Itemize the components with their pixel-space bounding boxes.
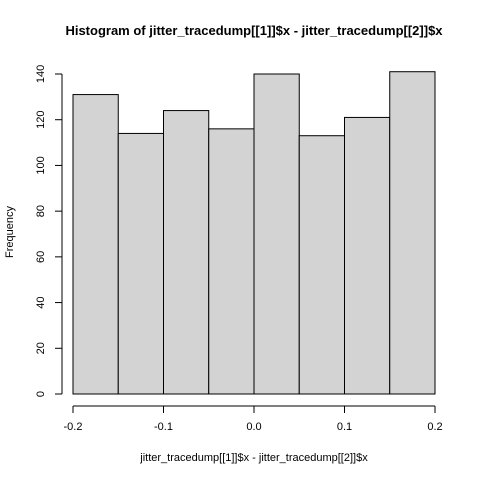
- histogram-bar-2: [117, 132, 164, 395]
- chart-title: Histogram of jitter_tracedump[[1]]$x - j…: [65, 23, 443, 38]
- y-tick-label: 60: [35, 251, 47, 263]
- histogram-bar-8: [389, 71, 436, 395]
- histogram-bars: [72, 71, 436, 395]
- x-tick-label: -0.1: [154, 421, 173, 433]
- y-tick-label: 100: [35, 156, 47, 174]
- y-axis-label: Frequency: [4, 206, 16, 258]
- x-tick-label: -0.2: [64, 421, 83, 433]
- histogram-bar-1: [72, 94, 119, 395]
- y-tick-label: 40: [35, 296, 47, 308]
- x-tick-label: 0.0: [246, 421, 261, 433]
- histogram-bar-3: [163, 110, 210, 395]
- x-axis: -0.2 -0.1 0.0 0.1 0.2: [64, 405, 443, 433]
- y-tick-label: 140: [35, 65, 47, 83]
- histogram-bar-6: [298, 135, 345, 395]
- y-axis: 0 20 40 60 80 100 120 140: [35, 65, 63, 397]
- x-tick-label: 0.2: [427, 421, 442, 433]
- x-tick-label: 0.1: [337, 421, 352, 433]
- y-tick-label: 80: [35, 205, 47, 217]
- histogram-bar-4: [208, 128, 255, 395]
- histogram-bar-7: [344, 116, 391, 395]
- histogram-bar-5: [253, 73, 300, 395]
- y-tick-label: 0: [35, 391, 47, 397]
- y-tick-label: 20: [35, 342, 47, 354]
- x-axis-label: jitter_tracedump[[1]]$x - jitter_tracedu…: [139, 452, 368, 464]
- y-tick-label: 120: [35, 111, 47, 129]
